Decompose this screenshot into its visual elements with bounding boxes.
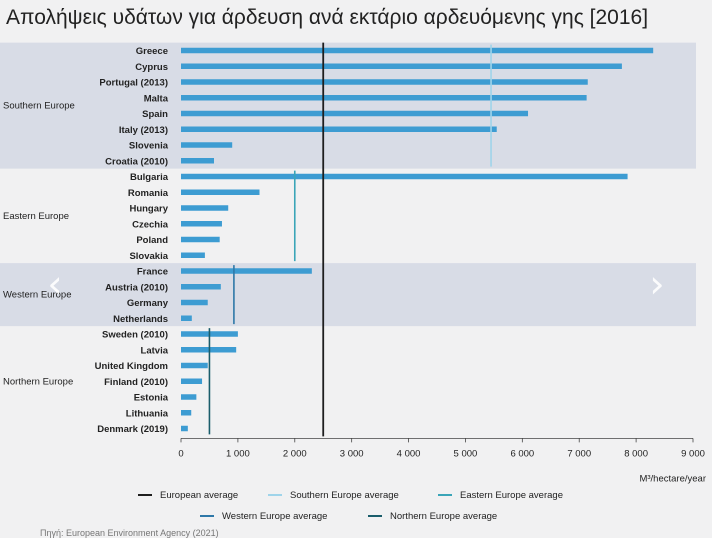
category-label: Slovakia <box>129 251 168 262</box>
bar <box>181 158 214 164</box>
legend-label: Northern Europe average <box>390 511 497 522</box>
bar <box>181 410 192 416</box>
x-tick-label: 7 000 <box>567 448 591 459</box>
category-label: Denmark (2019) <box>97 424 168 435</box>
bar <box>181 252 205 258</box>
category-label: Slovenia <box>129 141 169 152</box>
x-tick-label: 5 000 <box>454 448 478 459</box>
category-label: Italy (2013) <box>119 125 168 136</box>
category-label: Malta <box>144 93 169 104</box>
bar <box>181 63 622 69</box>
category-label: Spain <box>142 109 168 120</box>
x-axis-label: M³/hectare/year <box>639 473 706 484</box>
category-label: Croatia (2010) <box>105 156 168 167</box>
category-label: France <box>137 267 168 278</box>
legend-label: Western Europe average <box>222 511 327 522</box>
x-tick-label: 1 000 <box>226 448 250 459</box>
category-label: Lithuania <box>126 408 169 419</box>
x-tick-label: 8 000 <box>624 448 648 459</box>
category-label: Poland <box>136 235 168 246</box>
chevron-left-icon: ‹ <box>47 262 63 306</box>
bar <box>181 205 229 211</box>
category-label: Austria (2010) <box>105 282 168 293</box>
group-label: Eastern Europe <box>3 211 69 222</box>
category-label: Hungary <box>129 204 168 215</box>
group-label: Western Europe <box>3 290 71 301</box>
category-label: Bulgaria <box>130 172 169 183</box>
bar <box>181 299 208 306</box>
x-tick-label: 2 000 <box>283 448 307 459</box>
chevron-right-icon: › <box>649 262 665 306</box>
category-label: Cyprus <box>135 62 168 73</box>
category-label: Czechia <box>132 219 169 230</box>
category-label: Portugal (2013) <box>99 78 168 89</box>
chart-title: Απολήψεις υδάτων για άρδευση ανά εκτάριο… <box>6 6 649 29</box>
bar <box>181 95 587 101</box>
bar <box>181 221 222 227</box>
category-label: Finland (2010) <box>104 377 168 388</box>
group-label: Southern Europe <box>3 101 75 112</box>
category-label: Greece <box>136 46 168 57</box>
bar <box>181 315 192 321</box>
bar <box>181 79 588 85</box>
x-tick-label: 9 000 <box>681 448 705 459</box>
bar <box>181 362 208 369</box>
category-label: Germany <box>127 298 169 309</box>
legend-label: Southern Europe average <box>290 490 399 501</box>
bar <box>181 347 237 353</box>
legend-label: European average <box>160 490 238 501</box>
category-label: Estonia <box>134 393 169 404</box>
category-label: Latvia <box>141 345 169 356</box>
carousel-next-button[interactable]: › <box>642 262 672 306</box>
x-tick-label: 0 <box>178 448 183 459</box>
bar <box>181 236 220 243</box>
x-tick-label: 4 000 <box>397 448 421 459</box>
bar <box>181 173 628 180</box>
category-label: Romania <box>128 188 169 199</box>
bar <box>181 394 197 400</box>
category-label: Netherlands <box>113 314 168 325</box>
bar <box>181 142 233 148</box>
bar <box>181 425 188 432</box>
legend-label: Eastern Europe average <box>460 490 563 501</box>
category-label: United Kingdom <box>95 361 168 372</box>
x-tick-label: 3 000 <box>340 448 364 459</box>
category-label: Sweden (2010) <box>102 330 168 341</box>
carousel-prev-button[interactable]: ‹ <box>40 262 70 306</box>
source-note: Πηγή: European Environment Agency (2021) <box>40 528 219 538</box>
group-label: Northern Europe <box>3 376 73 387</box>
bar <box>181 284 221 290</box>
group-band <box>0 42 696 169</box>
bar <box>181 378 203 384</box>
bar <box>181 268 312 274</box>
bar <box>181 126 497 132</box>
bar <box>181 47 654 54</box>
bar <box>181 189 260 195</box>
group-band <box>0 263 696 327</box>
x-tick-label: 6 000 <box>510 448 534 459</box>
bar <box>181 110 529 117</box>
